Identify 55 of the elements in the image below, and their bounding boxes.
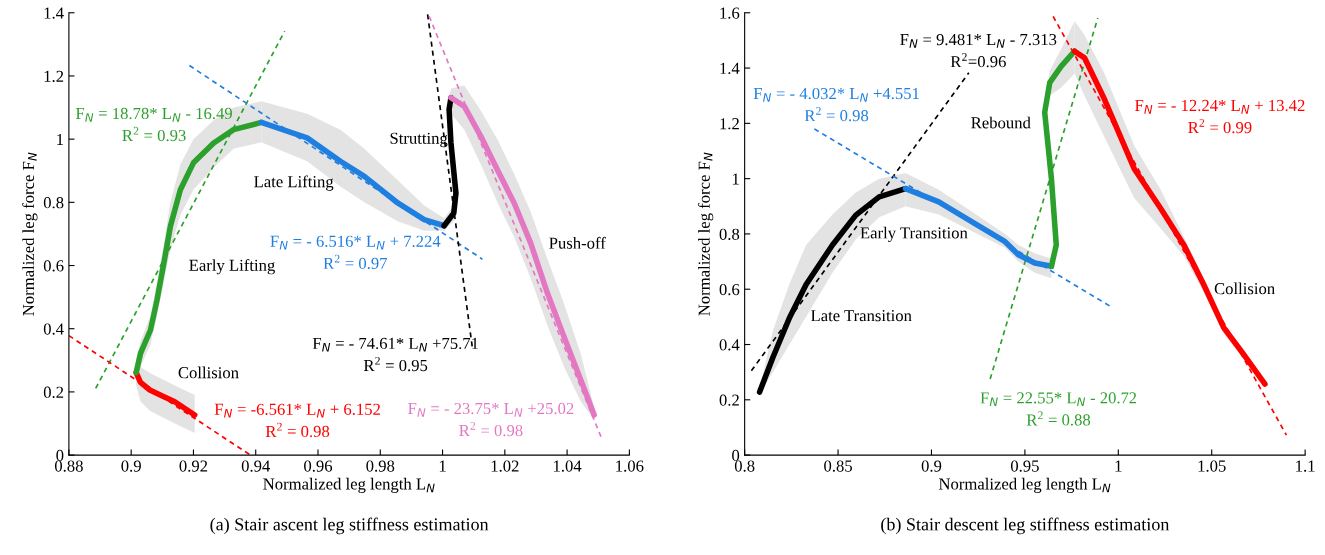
y-tick-label: 1.2 [720, 118, 739, 130]
series-label: Push-off [549, 236, 606, 249]
x-tick-label: 1.06 [616, 460, 644, 472]
series-label: Late Lifting [254, 175, 334, 191]
y-tick-label: 0.8 [43, 197, 64, 209]
y-tick-label: 1 [57, 133, 64, 145]
text: F$_{N}$ = 18.78* L$_{N}$ - 16.49 R$^{2}$ = 0.93 [75, 107, 232, 142]
x-tick-label: 1.04 [553, 460, 582, 472]
y-tick-label: 0.2 [719, 394, 739, 406]
x-tick-label: 0.94 [241, 460, 271, 472]
x-axis-title: Normalized leg length L$_{N}$ [938, 477, 1111, 494]
series-label: Rebound [971, 116, 1031, 129]
y-tick-label: 0 [56, 449, 64, 462]
text: F$_{N}$ = - 23.75* L$_{N}$ +25.02 R$^{2}$ = 0.98 [408, 402, 574, 437]
x-tick-label: 0.92 [179, 460, 208, 472]
x-tick-label: 1.02 [491, 460, 519, 472]
text: F$_{N}$ = 22.55* L$_{N}$ - 20.72 R$^{2}$ = 0.88 [980, 392, 1137, 426]
y-axis-title: Normalized leg force F$_{N}$ [697, 152, 714, 316]
x-tick-label: 0.88 [54, 460, 83, 472]
series-label: Collision [178, 366, 239, 379]
y-tick-label: 1 [732, 173, 739, 185]
y-tick-label: 0.8 [719, 228, 740, 240]
text: F$_{N}$ = 9.481* L$_{N}$ - 7.313 R$^{2}$=0.96 [900, 33, 1057, 68]
x-axis-title: Normalized leg length L$_{N}$ [263, 477, 435, 494]
text: (a) Stair ascent leg stiffness estimation [210, 517, 489, 535]
x-tick-label: 0.98 [366, 460, 395, 472]
series-label: Strutting [390, 132, 448, 148]
x-tick-label: 1 [1115, 460, 1122, 472]
series-label: Late Transition [811, 310, 912, 322]
y-tick-label: 1.2 [44, 70, 64, 82]
y-tick-label: 0.6 [719, 283, 740, 296]
x-tick-label: 0.9 [121, 460, 141, 472]
series-label: Collision [1214, 282, 1275, 295]
text: F$_{N}$ = - 4.032* L$_{N}$ +4.551 R$^{2}$ = 0.98 [753, 87, 919, 122]
y-tick-label: 1.4 [720, 62, 740, 75]
text: F$_{N}$ = - 74.61* L$_{N}$ +75.71 R$^{2}$ = 0.95 [312, 337, 478, 372]
x-tick-label: 1 [439, 460, 446, 472]
x-tick-label: 0.96 [304, 460, 333, 472]
x-tick-label: 1.05 [1198, 460, 1226, 472]
y-tick-label: 0.4 [719, 339, 740, 351]
x-tick-label: 0.95 [1010, 460, 1039, 472]
y-tick-label: 1.4 [44, 7, 64, 19]
series-label: Early Lifting [189, 259, 275, 275]
y-tick-label: 1.6 [720, 7, 740, 19]
x-tick-label: 0.9 [921, 460, 942, 472]
x-tick-label: 0.85 [824, 460, 852, 472]
x-tick-label: 1.1 [1296, 460, 1315, 472]
text: F$_{N}$ = - 12.24* L$_{N}$ + 13.42 R$^{2}$ = 0.99 [1135, 99, 1305, 134]
series-label: Early Transition [860, 226, 968, 242]
y-tick-label: 0.6 [43, 260, 64, 272]
y-axis-title: Normalized leg force F$_{N}$ [22, 152, 38, 316]
text: F$_{N}$ = -6.561* L$_{N}$ + 6.152 R$^{2}$ = 0.98 [214, 403, 380, 438]
text: (b) Stair descent leg stiffness estimation [881, 517, 1170, 535]
y-tick-label: 0.2 [43, 386, 64, 398]
y-tick-label: 0.4 [43, 323, 64, 335]
